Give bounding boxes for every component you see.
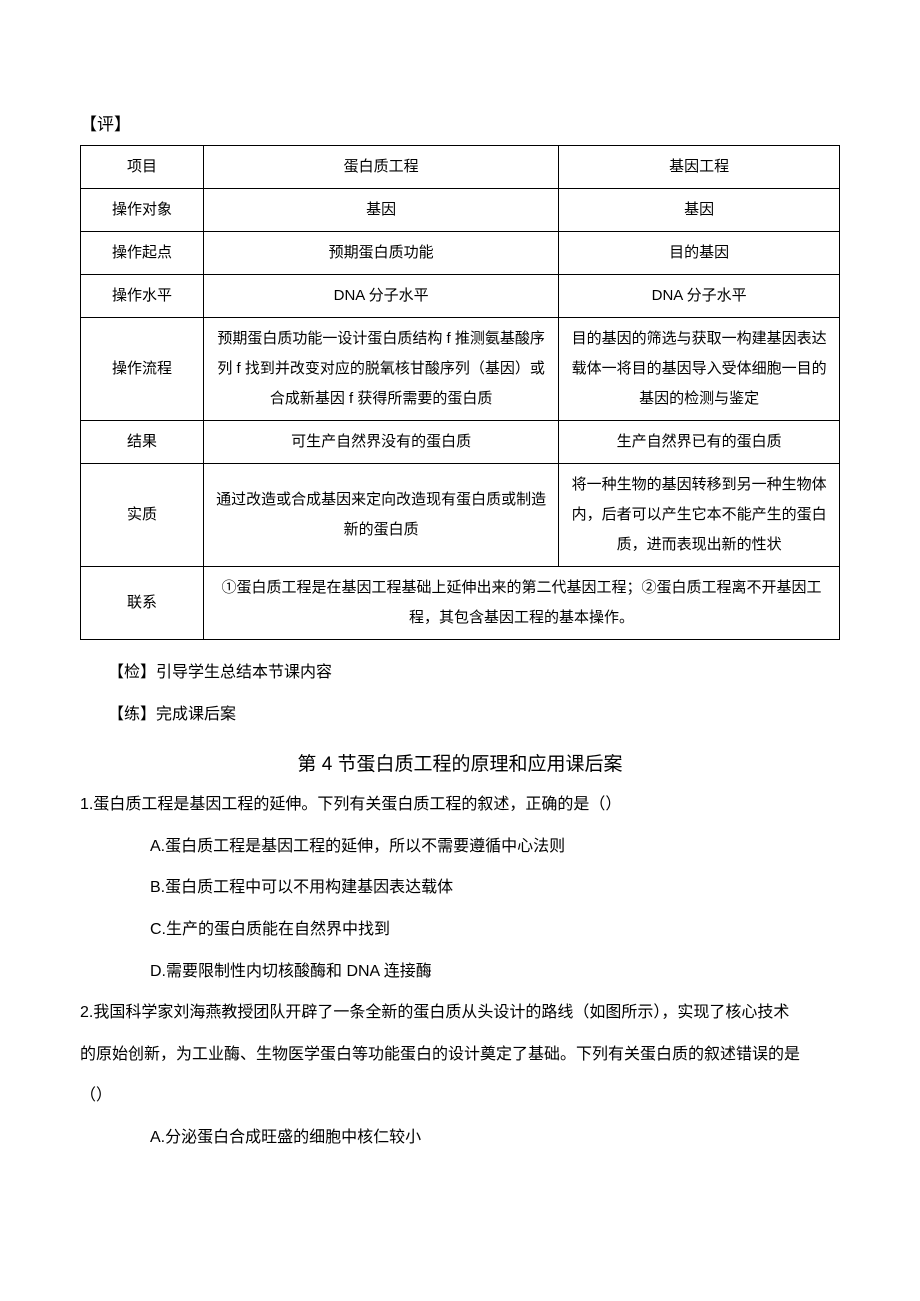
q1-option-a: A.蛋白质工程是基因工程的延伸，所以不需要遵循中心法则 (80, 826, 840, 868)
th-protein-eng: 蛋白质工程 (204, 146, 559, 189)
q1-option-b: B.蛋白质工程中可以不用构建基因表达载体 (80, 867, 840, 909)
table-row: 操作起点 预期蛋白质功能 目的基因 (81, 232, 840, 275)
table-row-merged: 联系 ①蛋白质工程是在基因工程基础上延伸出来的第二代基因工程；②蛋白质工程离不开… (81, 567, 840, 640)
row-label: 结果 (81, 421, 204, 464)
cell: 可生产自然界没有的蛋白质 (204, 421, 559, 464)
row-label: 实质 (81, 464, 204, 567)
table-row: 结果 可生产自然界没有的蛋白质 生产自然界已有的蛋白质 (81, 421, 840, 464)
comparison-table: 项目 蛋白质工程 基因工程 操作对象 基因 基因 操作起点 预期蛋白质功能 目的… (80, 145, 840, 640)
cell: 目的基因的筛选与获取一构建基因表达载体一将目的基因导入受体细胞一目的基因的检测与… (559, 318, 840, 421)
document-page: 【评】 项目 蛋白质工程 基因工程 操作对象 基因 基因 操作起点 预期蛋白质功… (0, 0, 920, 1219)
q2-stem-line2: 的原始创新，为工业酶、生物医学蛋白等功能蛋白的设计奠定了基础。下列有关蛋白质的叙… (80, 1034, 840, 1076)
q1-stem: 1.蛋白质工程是基因工程的延伸。下列有关蛋白质工程的叙述，正确的是（） (80, 784, 840, 826)
table-row: 操作流程 预期蛋白质功能一设计蛋白质结构 f 推测氨基酸序列 f 找到并改变对应… (81, 318, 840, 421)
section-eval-label: 【评】 (80, 110, 840, 135)
cell: DNA 分子水平 (559, 275, 840, 318)
cell: DNA 分子水平 (204, 275, 559, 318)
worksheet-heading: 第 4 节蛋白质工程的原理和应用课后案 (80, 749, 840, 776)
row-label: 操作水平 (81, 275, 204, 318)
q1-option-d: D.需要限制性内切核酸酶和 DNA 连接酶 (80, 951, 840, 993)
cell: 通过改造或合成基因来定向改造现有蛋白质或制造新的蛋白质 (204, 464, 559, 567)
section-practice-label: 【练】完成课后案 (80, 694, 840, 736)
cell: 目的基因 (559, 232, 840, 275)
table-row: 操作水平 DNA 分子水平 DNA 分子水平 (81, 275, 840, 318)
table-row: 操作对象 基因 基因 (81, 189, 840, 232)
q2-option-a: A.分泌蛋白合成旺盛的细胞中核仁较小 (80, 1117, 840, 1159)
table-header-row: 项目 蛋白质工程 基因工程 (81, 146, 840, 189)
row-label: 操作对象 (81, 189, 204, 232)
table-row: 实质 通过改造或合成基因来定向改造现有蛋白质或制造新的蛋白质 将一种生物的基因转… (81, 464, 840, 567)
q2-stem-line1: 2.我国科学家刘海燕教授团队开辟了一条全新的蛋白质从头设计的路线（如图所示），实… (80, 992, 840, 1034)
th-gene-eng: 基因工程 (559, 146, 840, 189)
row-label: 联系 (81, 567, 204, 640)
section-check-label: 【检】引导学生总结本节课内容 (80, 652, 840, 694)
merged-cell: ①蛋白质工程是在基因工程基础上延伸出来的第二代基因工程；②蛋白质工程离不开基因工… (204, 567, 840, 640)
q2-stem-line3: （） (80, 1075, 840, 1117)
cell: 预期蛋白质功能一设计蛋白质结构 f 推测氨基酸序列 f 找到并改变对应的脱氧核甘… (204, 318, 559, 421)
cell: 预期蛋白质功能 (204, 232, 559, 275)
q1-option-c: C.生产的蛋白质能在自然界中找到 (80, 909, 840, 951)
th-item: 项目 (81, 146, 204, 189)
row-label: 操作起点 (81, 232, 204, 275)
cell: 基因 (204, 189, 559, 232)
cell: 基因 (559, 189, 840, 232)
row-label: 操作流程 (81, 318, 204, 421)
cell: 生产自然界已有的蛋白质 (559, 421, 840, 464)
cell: 将一种生物的基因转移到另一种生物体内，后者可以产生它本不能产生的蛋白质，进而表现… (559, 464, 840, 567)
